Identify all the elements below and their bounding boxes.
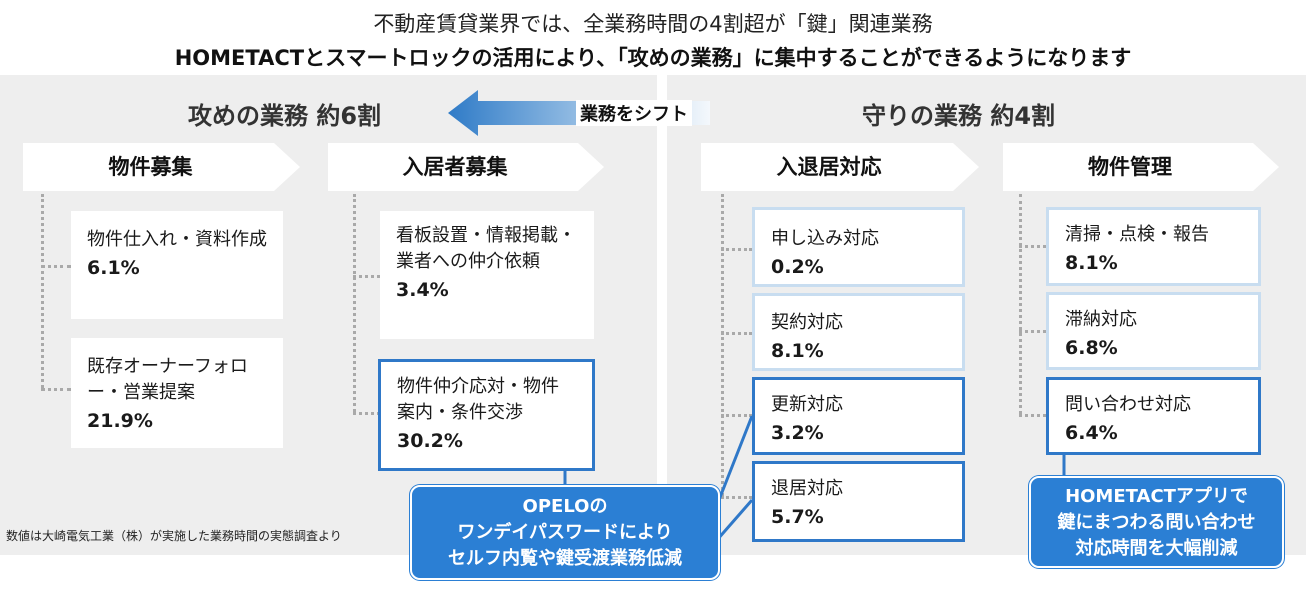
task-percent: 8.1%	[1065, 252, 1118, 274]
footnote: 数値は大崎電気工業（株）が実施した業務時間の実態調査より	[6, 529, 342, 543]
task-percent: 3.4%	[396, 279, 449, 301]
task-card: 契約対応 8.1%	[752, 293, 965, 371]
category-label: 入退居対応	[776, 155, 882, 179]
category-nyukyosha-boshu: 入居者募集	[328, 143, 604, 191]
task-card: 物件仕入れ・資料作成 6.1%	[71, 211, 283, 319]
category-bukken-kanri: 物件管理	[1003, 143, 1279, 191]
task-percent: 3.2%	[771, 422, 824, 444]
task-label: 看板設置・情報掲載・業者への仲介依頼	[396, 225, 576, 272]
task-percent: 30.2%	[397, 430, 463, 452]
task-percent: 0.2%	[771, 256, 824, 278]
task-card: 清掃・点検・報告 8.1%	[1046, 207, 1261, 286]
connector-line	[41, 265, 71, 268]
category-nyutaikyo-taio: 入退居対応	[701, 143, 979, 191]
connector-line	[721, 248, 752, 251]
connector-line	[353, 412, 380, 415]
category-bukken-boshu: 物件募集	[23, 143, 300, 191]
task-card: 既存オーナーフォロー・営業提案 21.9%	[71, 338, 283, 448]
task-label: 契約対応	[771, 312, 843, 333]
task-percent: 6.4%	[1065, 422, 1118, 444]
task-label: 物件仲介応対・物件案内・条件交渉	[397, 376, 559, 423]
connector-line	[41, 388, 71, 391]
defense-title: 守りの業務 約4割	[862, 102, 1056, 130]
task-percent: 5.7%	[771, 506, 824, 528]
connector-line	[721, 414, 752, 417]
task-label: 問い合わせ対応	[1065, 394, 1191, 415]
task-label: 申し込み対応	[771, 228, 879, 249]
category-label: 物件募集	[108, 155, 193, 179]
task-label: 更新対応	[771, 394, 843, 415]
callout-line: 対応時間を大幅削減	[1075, 538, 1238, 559]
task-percent: 6.8%	[1065, 337, 1118, 359]
connector-line	[1019, 245, 1046, 248]
shift-label: 業務をシフト	[576, 100, 692, 126]
task-label: 既存オーナーフォロー・営業提案	[87, 356, 248, 403]
task-card-highlighted: 問い合わせ対応 6.4%	[1046, 377, 1261, 455]
connector-line	[721, 332, 752, 335]
connector-line	[721, 194, 724, 496]
connector-line	[721, 496, 752, 499]
header-line-2: HOMETACTとスマートロックの活用により、「攻めの業務」に集中することができ…	[174, 46, 1132, 70]
connector-line	[353, 194, 356, 412]
category-label: 物件管理	[1088, 155, 1172, 179]
callout-line: HOMETACTアプリで	[1065, 486, 1248, 507]
opelo-callout: OPELOの ワンデイパスワードにより セルフ内覧や鍵受渡業務低減	[410, 485, 720, 580]
callout-line: 鍵にまつわる問い合わせ	[1057, 512, 1256, 533]
connector-line	[41, 194, 44, 388]
task-label: 退居対応	[771, 478, 843, 499]
hometact-callout: HOMETACTアプリで 鍵にまつわる問い合わせ 対応時間を大幅削減	[1029, 476, 1284, 568]
task-card: 看板設置・情報掲載・業者への仲介依頼 3.4%	[380, 211, 594, 339]
task-percent: 8.1%	[771, 340, 824, 362]
task-percent: 21.9%	[87, 410, 153, 432]
task-label: 清掃・点検・報告	[1065, 224, 1209, 245]
task-label: 物件仕入れ・資料作成	[87, 229, 267, 250]
callout-line: ワンデイパスワードにより	[457, 522, 673, 543]
connector-line	[353, 275, 380, 278]
task-card: 申し込み対応 0.2%	[752, 207, 965, 287]
task-card-highlighted: 物件仲介応対・物件案内・条件交渉 30.2%	[378, 359, 595, 471]
category-label: 入居者募集	[402, 155, 508, 179]
callout-line: セルフ内覧や鍵受渡業務低減	[448, 548, 682, 569]
task-card-highlighted: 更新対応 3.2%	[752, 377, 965, 455]
offense-title: 攻めの業務 約6割	[188, 102, 382, 130]
header-line-1: 不動産賃貸業界では、全業務時間の4割超が「鍵」関連業務	[373, 12, 933, 36]
connector-line	[1019, 330, 1046, 333]
connector-line	[1019, 194, 1022, 414]
task-card: 滞納対応 6.8%	[1046, 292, 1261, 370]
connector-line	[1019, 414, 1046, 417]
task-card-highlighted: 退居対応 5.7%	[752, 461, 965, 542]
callout-line: OPELOの	[522, 496, 608, 517]
task-percent: 6.1%	[87, 257, 140, 279]
task-label: 滞納対応	[1065, 309, 1137, 330]
